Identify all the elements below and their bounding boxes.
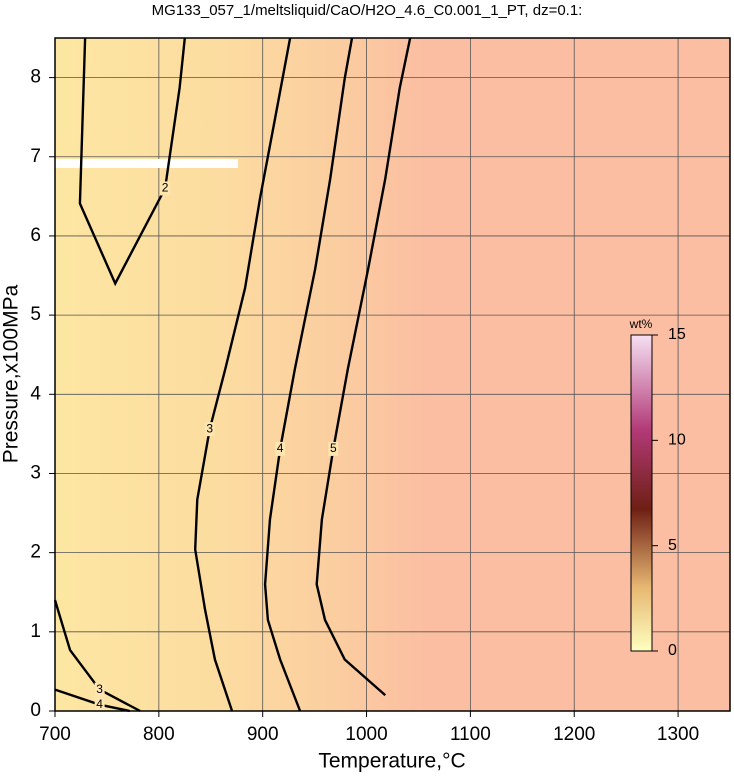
chart-title: MG133_057_1/meltsliquid/CaO/H2O_4.6_C0.0… <box>152 2 583 19</box>
y-tick-label: 3 <box>30 462 41 483</box>
y-tick-label: 5 <box>30 304 41 325</box>
plot-frame <box>54 37 731 712</box>
contour-line <box>53 599 141 713</box>
colorbar-tick-label: 15 <box>668 326 686 343</box>
contour-label-bg <box>275 441 286 456</box>
contour-label-bg <box>204 422 215 437</box>
contour-label: 5 <box>330 441 337 455</box>
contour-label-bg <box>328 441 339 456</box>
contour-line <box>78 37 187 287</box>
contour-label-bg <box>94 682 105 697</box>
colorbar <box>630 334 653 652</box>
x-tick-label: 1000 <box>345 724 387 745</box>
x-tick-label: 1300 <box>657 724 699 745</box>
contour-label: 3 <box>96 682 103 696</box>
contour-label: 3 <box>206 421 213 435</box>
y-tick-label: 4 <box>30 383 41 404</box>
x-tick-label: 1200 <box>553 724 595 745</box>
y-tick-label: 6 <box>30 225 41 246</box>
y-axis-title: Pressure,x100MPa <box>0 284 23 463</box>
contour-label: 2 <box>162 181 169 195</box>
contour-label: 4 <box>96 697 103 711</box>
contour-label-bg <box>94 697 105 712</box>
x-tick-label: 900 <box>247 724 279 745</box>
contour-label: 4 <box>277 441 284 455</box>
y-tick-label: 1 <box>30 621 41 642</box>
y-tick-label: 8 <box>30 67 41 88</box>
colorbar-title: wt% <box>629 317 653 331</box>
colorbar-tick-label: 10 <box>668 432 686 449</box>
y-tick-label: 0 <box>30 700 41 721</box>
plot-background <box>55 38 730 711</box>
colorbar-tick-label: 0 <box>668 642 677 659</box>
data-gap <box>55 159 238 168</box>
y-tick-label: 2 <box>30 542 41 563</box>
x-tick-label: 700 <box>39 724 71 745</box>
x-tick-label: 1100 <box>450 724 491 745</box>
contour-label-bg <box>160 181 171 196</box>
x-axis-title: Temperature,°C <box>318 750 465 773</box>
x-tick-label: 800 <box>143 724 175 745</box>
contours: 234 534 <box>53 37 412 713</box>
colorbar-tick-label: 5 <box>668 537 677 554</box>
y-tick-label: 7 <box>30 146 41 167</box>
